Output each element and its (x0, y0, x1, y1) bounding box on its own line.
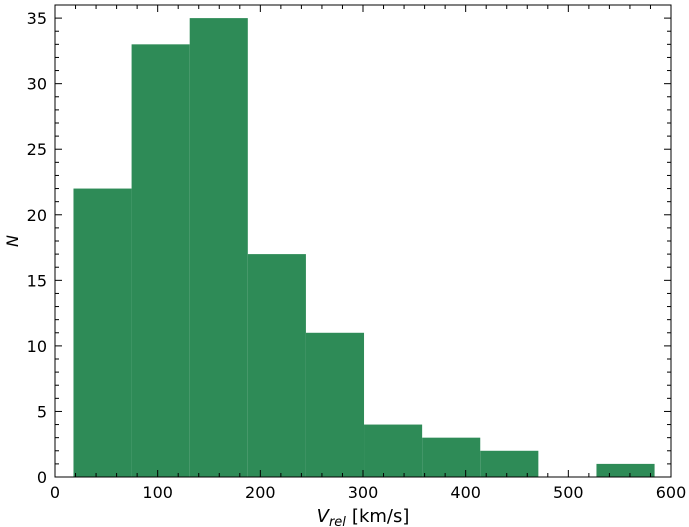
y-axis-label: N (3, 235, 22, 247)
x-tick-label: 100 (142, 483, 173, 502)
y-tick-label: 20 (27, 206, 47, 225)
y-tick-label: 10 (27, 337, 47, 356)
y-tick-label: 30 (27, 75, 47, 94)
bar (73, 188, 132, 478)
x-tick-label: 300 (348, 483, 379, 502)
bar (480, 450, 539, 477)
y-tick-label: 35 (27, 9, 47, 28)
bar (422, 437, 481, 477)
x-tick-label: 500 (553, 483, 584, 502)
bar (305, 332, 365, 477)
x-tick-label: 0 (50, 483, 60, 502)
x-tick-label: 200 (245, 483, 276, 502)
bar (364, 424, 423, 477)
bar (247, 254, 306, 477)
x-label-main: V (317, 506, 331, 527)
y-tick-label: 25 (27, 140, 47, 159)
bar (189, 18, 248, 477)
x-label-unit: [km/s] (352, 506, 409, 527)
bar (131, 44, 190, 477)
plot-frame (54, 4, 672, 478)
x-tick-label: 600 (656, 483, 687, 502)
x-axis-label: Vrel [km/s] (317, 506, 410, 527)
y-tick-label: 5 (37, 402, 47, 421)
y-tick-label: 15 (27, 271, 47, 290)
x-tick-label: 400 (450, 483, 481, 502)
y-tick-label: 0 (37, 468, 47, 487)
bar (596, 463, 655, 477)
x-label-sub: rel (329, 515, 346, 527)
